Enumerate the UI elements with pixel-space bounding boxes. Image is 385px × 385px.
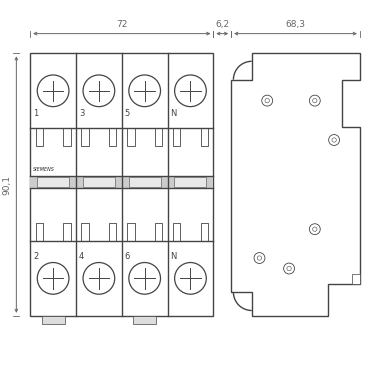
Text: 2: 2: [33, 251, 39, 261]
Circle shape: [129, 263, 161, 294]
Circle shape: [83, 263, 115, 294]
Text: 5: 5: [125, 109, 130, 118]
Text: SIEMENS: SIEMENS: [33, 167, 55, 172]
Text: 6,2: 6,2: [215, 20, 229, 28]
Circle shape: [129, 75, 161, 107]
Circle shape: [332, 138, 336, 142]
Circle shape: [313, 99, 317, 103]
Bar: [30, 54, 213, 316]
Text: 1: 1: [33, 109, 39, 118]
Bar: [42, 316, 65, 324]
Circle shape: [313, 227, 317, 231]
Text: 4: 4: [79, 251, 84, 261]
Circle shape: [262, 95, 273, 106]
Circle shape: [175, 263, 206, 294]
Bar: [30, 176, 213, 188]
Text: 90,1: 90,1: [2, 174, 12, 194]
Circle shape: [329, 134, 340, 146]
Bar: [129, 177, 161, 187]
Circle shape: [37, 75, 69, 107]
Bar: [352, 275, 360, 284]
Circle shape: [175, 75, 206, 107]
Text: N: N: [171, 251, 177, 261]
Text: 68,3: 68,3: [286, 20, 306, 28]
Polygon shape: [231, 54, 360, 316]
Circle shape: [83, 75, 115, 107]
Circle shape: [254, 253, 265, 263]
Text: N: N: [171, 109, 177, 118]
Bar: [133, 316, 156, 324]
Text: 3: 3: [79, 109, 84, 118]
Circle shape: [310, 95, 320, 106]
Circle shape: [287, 266, 291, 271]
Circle shape: [310, 224, 320, 234]
Bar: [83, 177, 115, 187]
Circle shape: [284, 263, 295, 274]
Text: 72: 72: [116, 20, 127, 28]
Bar: [174, 177, 206, 187]
Circle shape: [265, 99, 270, 103]
Circle shape: [257, 256, 262, 260]
Bar: [37, 177, 69, 187]
Circle shape: [37, 263, 69, 294]
Text: 6: 6: [125, 251, 130, 261]
